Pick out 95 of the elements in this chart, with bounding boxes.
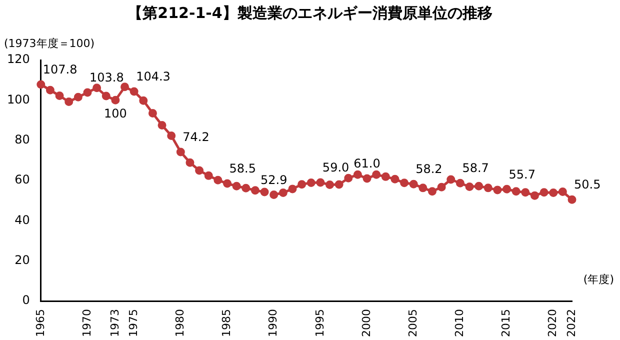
y-tick-label: 40: [14, 212, 30, 227]
point: [167, 131, 176, 140]
y-tick-label: 120: [7, 52, 30, 66]
data-label: 100: [104, 106, 127, 120]
point: [278, 188, 288, 198]
point: [334, 180, 344, 189]
point: [158, 121, 166, 130]
data-label: 103.8: [89, 70, 124, 85]
point: [521, 188, 530, 197]
y-tick-label: 100: [7, 92, 30, 106]
point: [400, 178, 409, 188]
x-tick-label: 1965: [34, 309, 47, 338]
point: [74, 92, 82, 102]
point: [55, 92, 64, 100]
point: [484, 184, 492, 192]
point: [549, 188, 558, 198]
data-label: 50.5: [574, 178, 601, 192]
x-tick-label: 1980: [174, 309, 187, 338]
y-tick-label: 20: [14, 252, 30, 267]
y-tick-label: 80: [14, 132, 30, 146]
point: [418, 184, 428, 192]
point: [250, 186, 260, 195]
point: [242, 184, 250, 192]
point: [176, 148, 185, 156]
point: [362, 174, 372, 183]
x-tick-label: 2015: [500, 309, 513, 338]
x-tick-label: 2005: [406, 309, 420, 338]
x-axis-title: (年度): [583, 272, 614, 287]
y-axis-title: (1973年度＝100): [4, 36, 95, 51]
x-tick-label: 2000: [360, 309, 373, 338]
point: [111, 96, 120, 104]
point: [502, 184, 512, 194]
x-tick-label: 1973: [108, 309, 122, 338]
y-tick-label: 0: [22, 293, 30, 308]
data-label: 59.0: [322, 160, 350, 175]
point: [456, 178, 464, 188]
data-label: 104.3: [136, 70, 170, 84]
x-tick-label: 1990: [266, 309, 280, 338]
point: [120, 82, 130, 92]
point: [428, 187, 436, 196]
point: [204, 171, 213, 180]
point: [381, 172, 390, 181]
point: [195, 166, 204, 175]
point: [130, 87, 138, 96]
point: [493, 186, 502, 194]
data-label: 74.2: [182, 130, 210, 144]
x-tick-label: 1970: [80, 309, 94, 338]
point: [260, 188, 269, 196]
point: [83, 88, 92, 97]
data-label: 55.7: [508, 167, 536, 182]
point: [344, 174, 353, 182]
data-label: 52.9: [260, 172, 288, 187]
point: [306, 178, 316, 187]
point: [512, 187, 520, 196]
x-tick-label: 1975: [126, 309, 140, 338]
x-tick-label: 2020: [546, 309, 560, 338]
point: [64, 98, 74, 106]
point: [92, 84, 102, 92]
point: [325, 180, 334, 189]
chart-title: 【第212-1-4】製造業のエネルギー消費原単位の推移: [126, 4, 494, 23]
point: [409, 180, 418, 188]
point: [465, 182, 474, 191]
point: [530, 191, 539, 200]
point: [46, 86, 54, 94]
x-tick-label: 1995: [313, 309, 326, 338]
y-tick-label: 60: [14, 172, 30, 187]
point: [139, 96, 148, 105]
point: [437, 182, 446, 192]
point: [353, 170, 362, 179]
x-tick-label: 2010: [453, 309, 466, 338]
point: [446, 175, 456, 184]
point: [148, 108, 157, 118]
point: [390, 174, 400, 184]
x-tick-label: 2022: [564, 309, 578, 338]
data-label: 61.0: [354, 156, 380, 171]
point: [558, 188, 567, 196]
x-tick-label: 1985: [220, 309, 234, 338]
data-label: 107.8: [42, 62, 78, 77]
point: [372, 170, 381, 179]
point: [214, 176, 222, 184]
point: [540, 188, 548, 197]
point: [568, 195, 576, 204]
data-label: 58.5: [229, 162, 256, 176]
point: [232, 182, 241, 190]
data-label: 58.2: [416, 162, 442, 176]
point: [474, 182, 484, 190]
point: [102, 92, 110, 100]
point: [316, 178, 325, 187]
point: [36, 80, 46, 89]
point: [298, 180, 306, 189]
point: [288, 184, 297, 194]
point: [223, 179, 232, 188]
point: [186, 158, 194, 167]
point: [270, 190, 278, 200]
data-label: 58.7: [462, 161, 489, 176]
